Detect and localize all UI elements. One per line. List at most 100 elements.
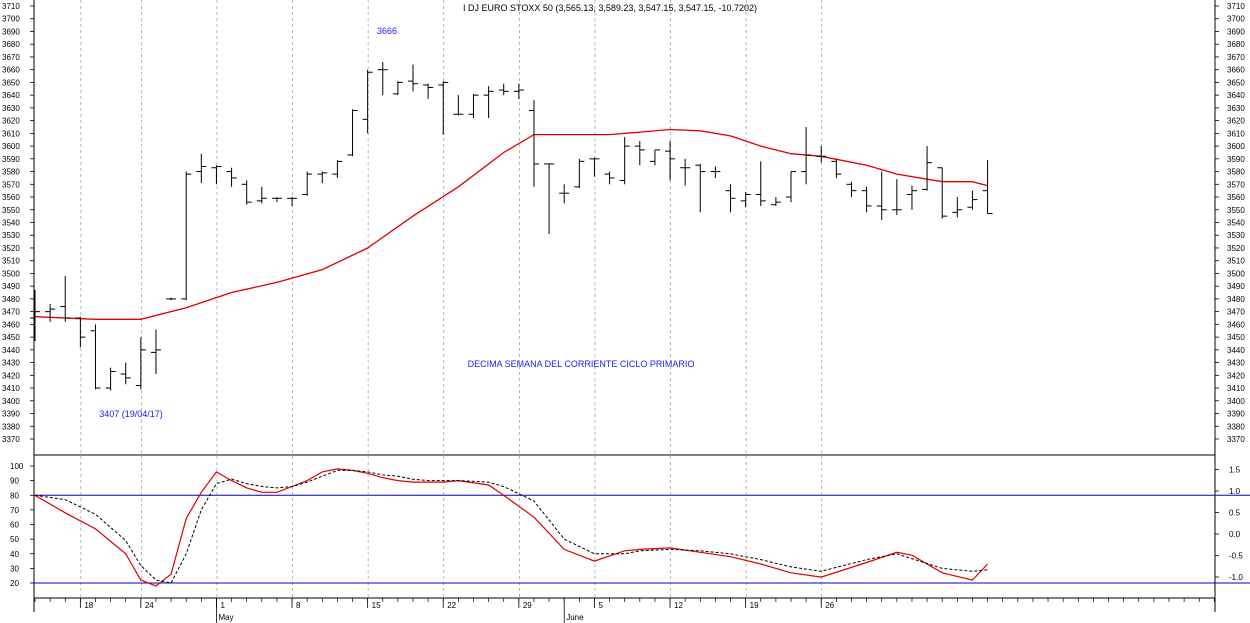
y-tick-label: 3470 [1227,308,1245,317]
ohlc-bar [105,367,116,391]
ohlc-bar [45,304,56,322]
ohlc-bar [559,184,570,204]
ohlc-bar [135,337,146,390]
ohlc-bar [453,95,464,116]
chart-frame [33,0,1216,612]
oscillator-main-line [34,468,989,587]
ohlc-bar [634,140,645,166]
y-tick-label: 3560 [1227,193,1245,202]
ohlc-bar [952,197,963,218]
y-tick-label: 3430 [1227,359,1245,368]
y-tick-label: 3440 [1227,346,1245,355]
y-tick-label: 3710 [1227,2,1245,11]
y-tick-label: 3700 [2,15,20,24]
osc-right-tick-label: -0.5 [1229,552,1243,561]
ohlc-bar [891,179,902,215]
y-tick-label: 3500 [2,269,20,278]
y-tick-label: 3550 [1227,206,1245,215]
low-annotation: 3407 (19/04/17) [99,409,163,419]
ohlc-bar [271,197,282,203]
x-tick-label: 18 [84,601,93,610]
y-tick-label: 3440 [2,346,20,355]
x-tick-label: 26 [825,601,834,610]
y-tick-label: 3630 [1227,104,1245,113]
x-tick-label: 8 [296,601,301,610]
ohlc-bar [861,186,872,213]
y-tick-label: 3490 [2,282,20,291]
grid-layer [80,0,823,598]
osc-left-tick-label: 50 [10,535,19,544]
ohlc-bar [589,157,600,177]
y-tick-label: 3680 [2,40,20,49]
ohlc-bar [317,171,328,184]
x-tick-label: 24 [145,601,154,610]
y-tick-label: 3690 [2,27,20,36]
ohlc-bar [740,191,751,208]
ohlc-bar [377,62,388,96]
osc-right-tick-label: 0.5 [1229,509,1241,518]
ohlc-bar [30,289,40,341]
y-tick-label: 3390 [1227,410,1245,419]
y-tick-label: 3580 [2,168,20,177]
ohlc-bar [468,93,479,119]
osc-left-tick-label: 90 [10,477,19,486]
ohlc-bar [498,83,509,96]
y-tick-label: 3560 [2,193,20,202]
y-tick-label: 3520 [1227,244,1245,253]
osc-left-tick-label: 80 [10,491,19,500]
y-tick-label: 3640 [1227,91,1245,100]
y-tick-label: 3680 [1227,40,1245,49]
y-tick-label: 3640 [2,91,20,100]
ohlc-bar [211,165,222,185]
ohlc-bar [60,275,71,322]
ohlc-bar [241,180,252,205]
ohlc-bar [150,329,161,375]
ohlc-bar [90,324,101,390]
y-tick-label: 3420 [1227,371,1245,380]
osc-left-tick-label: 100 [10,462,24,471]
y-tick-label: 3470 [2,308,20,317]
y-tick-label: 3570 [2,180,20,189]
y-tick-label: 3670 [2,53,20,62]
ohlc-bar [513,83,524,99]
y-tick-label: 3390 [2,410,20,419]
high-annotation: 3666 [377,26,397,36]
y-tick-label: 3590 [2,155,20,164]
y-tick-label: 3620 [2,117,20,126]
oscillator-signal-line [34,469,988,584]
ohlc-bar [408,64,418,92]
osc-right-tick-label: 1.5 [1229,466,1241,475]
ohlc-bar [649,149,660,166]
y-tick-label: 3430 [2,359,20,368]
osc-left-tick-label: 30 [10,564,19,573]
y-tick-label: 3660 [1227,66,1245,75]
ohlc-bar [528,100,539,187]
y-tick-label: 3580 [1227,168,1245,177]
y-tick-label: 3530 [2,231,20,240]
y-tick-label: 3500 [1227,269,1245,278]
ohlc-bar [770,197,781,206]
y-tick-label: 3610 [2,129,20,138]
y-tick-label: 3660 [2,66,20,75]
moving-average-layer [34,128,988,320]
ohlc-bar [755,161,766,206]
ohlc-bar [604,171,615,185]
ohlc-bar [695,163,706,213]
ohlc-bar [831,158,842,178]
month-label: June [566,613,584,622]
osc-left-tick-label: 40 [10,550,19,559]
ohlc-bar [937,167,948,219]
ohlc-bar [801,126,812,185]
y-tick-label: 3520 [2,244,20,253]
y-tick-label: 3400 [1227,397,1245,406]
ohlc-bar [75,316,86,348]
y-tick-label: 3450 [1227,333,1245,342]
ohlc-bar [332,160,343,178]
ohlc-bar [483,86,494,119]
x-tick-label: 22 [447,601,456,610]
y-tick-label: 3540 [1227,219,1245,228]
ohlc-bar [725,184,736,213]
osc-right-tick-label: 0.0 [1229,530,1241,539]
